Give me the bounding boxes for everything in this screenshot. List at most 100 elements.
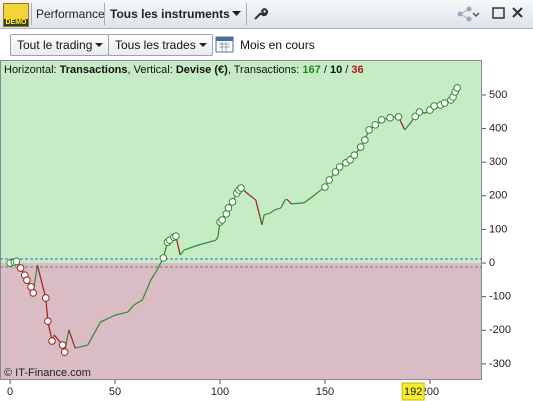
extreme-marker: [440, 99, 449, 107]
extreme-marker: [371, 121, 380, 129]
y-tick-label: -200: [489, 324, 511, 336]
equity-segment: [68, 329, 76, 349]
demo-icon[interactable]: DEMO: [3, 3, 29, 27]
header-part: Devise (€): [176, 64, 228, 76]
extreme-marker: [48, 337, 56, 345]
header-part: 10: [330, 64, 342, 76]
equity-segment: [141, 279, 152, 301]
equity-segment: [280, 199, 286, 209]
calendar-icon[interactable]: [215, 34, 235, 54]
y-tick-label: 500: [489, 89, 507, 101]
extreme-marker: [172, 232, 180, 240]
equity-segment: [184, 244, 200, 251]
trades-filter[interactable]: Tous les trades: [108, 34, 213, 56]
equity-segment: [133, 299, 143, 306]
equity-segment: [36, 264, 47, 299]
equity-segment: [270, 209, 275, 214]
extreme-marker: [331, 168, 340, 176]
header-part: /: [324, 64, 328, 76]
trading-filter[interactable]: Tout le trading: [10, 34, 110, 56]
extreme-marker: [365, 126, 373, 134]
extreme-marker: [386, 114, 394, 122]
header-part: 36: [351, 64, 363, 76]
header-part: 167: [302, 64, 320, 76]
y-tick-label: -300: [489, 358, 511, 370]
header-part: ,: [228, 64, 231, 76]
header-part: ,: [128, 64, 131, 76]
equity-segment: [263, 212, 271, 216]
equity-segment: [75, 344, 88, 349]
extreme-marker: [335, 163, 344, 171]
equity-segment: [127, 304, 135, 313]
chart-header: Horizontal: Transactions, Vertical: Devi…: [4, 64, 364, 76]
equity-segment: [150, 269, 158, 281]
extreme-marker: [321, 183, 329, 191]
cursor-label: 192: [404, 386, 422, 398]
extreme-marker: [16, 264, 25, 272]
period-label: Mois en cours: [240, 38, 315, 52]
header-part: /: [345, 64, 349, 76]
equity-segment: [215, 236, 219, 241]
extreme-marker: [453, 84, 462, 92]
extreme-marker: [350, 151, 359, 159]
extreme-marker: [218, 216, 226, 224]
extreme-marker: [44, 317, 52, 325]
loss-zone: [0, 263, 482, 380]
y-tick-label: 300: [489, 156, 507, 168]
header-part: Vertical:: [134, 64, 173, 76]
extreme-marker: [346, 156, 354, 164]
header-part: Transactions:: [234, 64, 300, 76]
extreme-marker: [41, 294, 50, 302]
extreme-marker: [29, 289, 37, 297]
extreme-marker: [23, 276, 31, 284]
equity-segment: [114, 311, 128, 316]
y-tick-label: 400: [489, 122, 507, 134]
equity-segment: [291, 202, 305, 205]
x-tick-label: 150: [316, 386, 334, 398]
equity-segment: [255, 199, 263, 226]
equity-segment: [198, 239, 216, 246]
header-part: Transactions: [60, 64, 128, 76]
title-bar: DEMO Performance Tous les instruments: [0, 0, 533, 29]
x-tick-label: 200: [421, 386, 439, 398]
plot-border: [0, 60, 482, 380]
equity-chart: -300 -200 -100 0 100 200 300 400 500 0 50 100 150 200…: [0, 60, 533, 401]
extreme-marker: [415, 108, 424, 116]
tab[interactable]: Tous les instruments: [110, 7, 230, 21]
demo-label: DEMO: [4, 19, 28, 26]
equity-segment: [179, 249, 185, 256]
extreme-marker: [394, 113, 403, 121]
settings-icon[interactable]: [252, 6, 268, 22]
extreme-marker: [325, 176, 333, 184]
x-tick-label: 0: [7, 386, 13, 398]
equity-segment: [87, 321, 101, 346]
equity-segment: [274, 207, 282, 211]
equity-segment: [45, 297, 49, 322]
equity-segment: [261, 214, 265, 226]
y-tick-label: -100: [489, 291, 511, 303]
equity-segment: [303, 194, 315, 204]
extreme-marker: [430, 102, 438, 110]
y-tick-label: 200: [489, 190, 507, 202]
extreme-marker: [12, 257, 21, 266]
extreme-marker: [377, 116, 386, 124]
equity-segment: [100, 314, 116, 323]
extreme-marker: [237, 184, 245, 192]
x-tick-label: 50: [109, 386, 121, 398]
extreme-marker: [224, 204, 233, 212]
header-part: Horizontal:: [4, 64, 57, 76]
tab[interactable]: Performance: [36, 7, 105, 21]
equity-segment: [404, 124, 410, 131]
dropdown-arrow[interactable]: [232, 11, 242, 17]
copyright: © IT-Finance.com: [4, 367, 91, 379]
toolbar: Tout le trading Tous les trades Mois en …: [0, 29, 533, 61]
window-controls[interactable]: [455, 5, 527, 23]
extreme-marker: [356, 143, 365, 151]
equity-segment: [314, 189, 322, 196]
extreme-marker: [361, 136, 369, 144]
extreme-marker: [58, 341, 67, 349]
equity-segment: [286, 199, 292, 205]
extreme-marker: [228, 198, 237, 206]
y-tick-label: 0: [489, 257, 495, 269]
